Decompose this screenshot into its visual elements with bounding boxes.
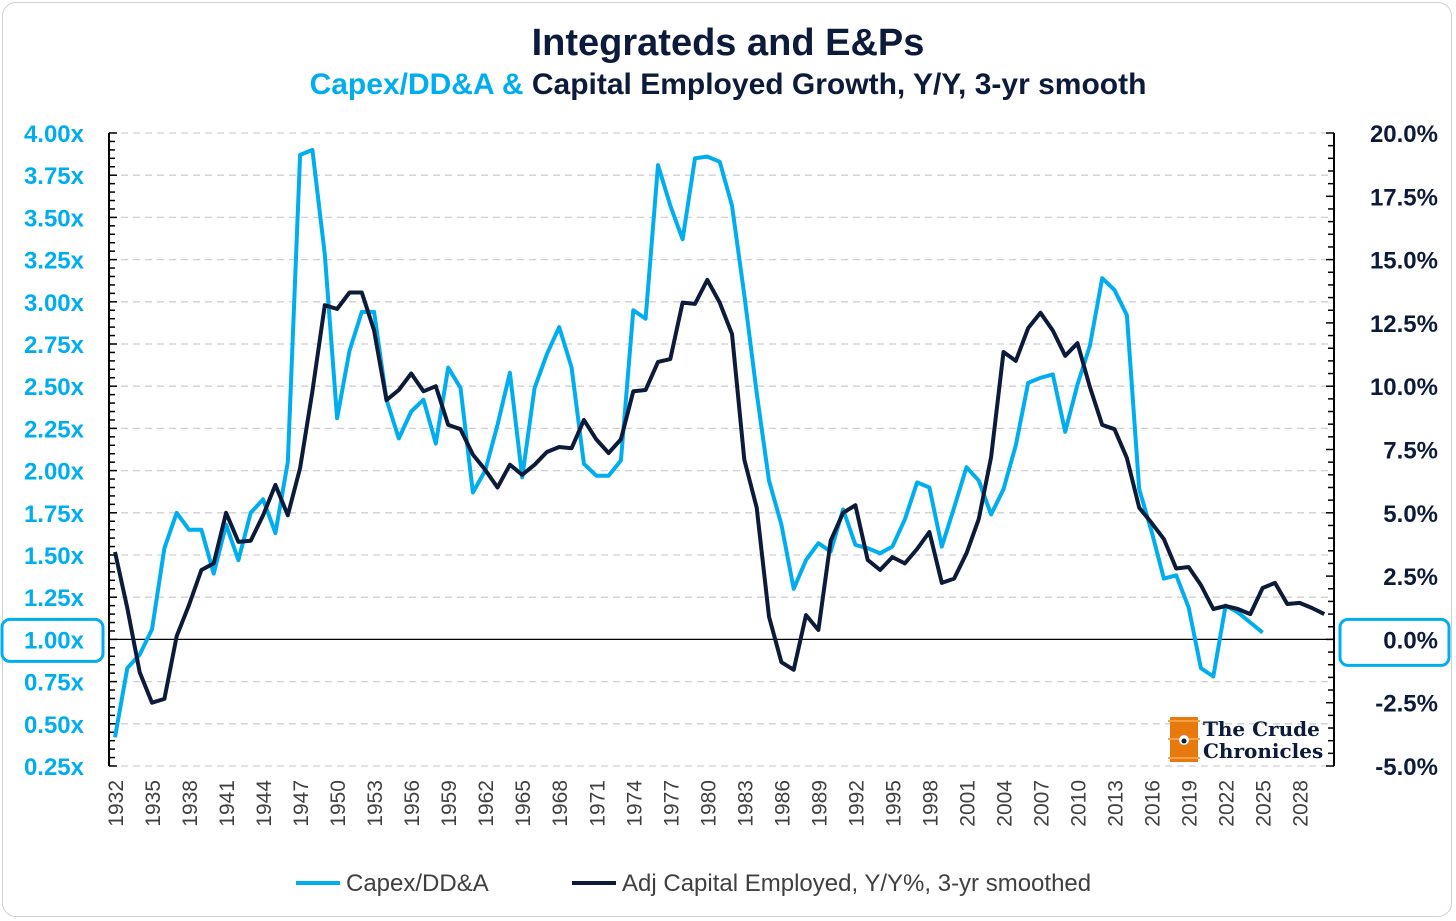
logo-line2: Chronicles xyxy=(1203,739,1323,763)
x-tick-label: 1950 xyxy=(327,780,350,827)
x-tick-label: 1935 xyxy=(142,780,165,827)
x-tick-label: 2001 xyxy=(956,780,979,827)
right-tick-label: 12.5% xyxy=(1370,311,1438,338)
x-tick-label: 2019 xyxy=(1179,780,1202,827)
subtitle-capex: Capex/DD&A & xyxy=(309,68,524,101)
right-tick-label: 20.0% xyxy=(1370,121,1438,148)
x-tick-label: 1989 xyxy=(808,780,831,827)
x-tick-label: 2007 xyxy=(1031,780,1054,827)
subtitle-capital: Capital Employed Growth, Y/Y, 3-yr smoot… xyxy=(531,68,1147,101)
logo-line1: The Crude xyxy=(1203,717,1320,741)
x-tick-label: 2028 xyxy=(1290,780,1313,827)
x-tick-label: 2010 xyxy=(1068,780,1091,827)
left-tick-label: 2.00x xyxy=(24,459,85,486)
x-tick-label: 1974 xyxy=(623,780,646,827)
left-tick-label: 3.75x xyxy=(24,163,85,190)
left-tick-label: 0.75x xyxy=(24,670,85,697)
right-tick-label: 7.5% xyxy=(1383,438,1438,465)
x-tick-label: 2022 xyxy=(1216,780,1239,827)
left-tick-label: 2.25x xyxy=(24,416,85,443)
x-tick-label: 1992 xyxy=(845,780,868,827)
left-tick-label: 3.50x xyxy=(24,205,85,232)
x-tick-label: 2016 xyxy=(1142,780,1165,827)
x-tick-label: 1977 xyxy=(660,780,683,827)
x-tick-label: 2025 xyxy=(1253,780,1276,827)
x-tick-label: 1947 xyxy=(290,780,313,827)
left-tick-label: 1.50x xyxy=(24,543,85,570)
x-tick-label: 2013 xyxy=(1105,780,1128,827)
x-tick-label: 1944 xyxy=(253,780,276,827)
x-tick-label: 1962 xyxy=(475,780,498,827)
right-highlight-box xyxy=(1338,617,1451,667)
left-tick-label: 2.50x xyxy=(24,374,85,401)
x-tick-label: 1983 xyxy=(734,780,757,827)
right-tick-label: 17.5% xyxy=(1370,184,1438,211)
left-tick-label: 1.00x xyxy=(24,627,85,654)
x-tick-label: 1953 xyxy=(364,780,387,827)
x-tick-label: 1986 xyxy=(771,780,794,827)
left-tick-label: 1.75x xyxy=(24,501,85,528)
left-tick-label: 3.25x xyxy=(24,248,85,275)
right-tick-label: 2.5% xyxy=(1383,564,1438,591)
x-tick-label: 1965 xyxy=(512,780,535,827)
series-line-capex-dd-a xyxy=(113,147,1264,738)
x-tick-label: 1959 xyxy=(438,780,461,827)
chart-title: Integrateds and E&Ps xyxy=(531,22,925,64)
left-tick-label: 4.00x xyxy=(24,121,85,148)
x-tick-label: 1980 xyxy=(697,780,720,827)
left-highlight-box xyxy=(0,617,105,663)
x-tick-label: 1932 xyxy=(105,780,128,827)
x-tick-label: 1971 xyxy=(586,780,609,827)
legend-label: Adj Capital Employed, Y/Y%, 3-yr smoothe… xyxy=(622,870,1091,897)
left-tick-label: 0.25x xyxy=(24,754,85,781)
x-tick-label: 1941 xyxy=(216,780,239,827)
barrel-icon-oil xyxy=(1181,738,1187,744)
left-tick-label: 3.00x xyxy=(24,290,85,317)
right-tick-label: -5.0% xyxy=(1375,754,1438,781)
right-tick-label: 5.0% xyxy=(1383,501,1438,528)
chart-subtitle: Capex/DD&A & Capital Employed Growth, Y/… xyxy=(0,68,1456,102)
left-tick-label: 2.75x xyxy=(24,332,85,359)
x-tick-label: 2004 xyxy=(993,780,1016,827)
legend-label: Capex/DD&A xyxy=(346,870,489,897)
left-tick-label: 0.50x xyxy=(24,712,85,739)
right-tick-label: -2.5% xyxy=(1375,691,1438,718)
right-tick-label: 0.0% xyxy=(1383,627,1438,654)
x-tick-label: 1956 xyxy=(401,780,424,827)
x-tick-label: 1938 xyxy=(179,780,202,827)
x-tick-label: 1995 xyxy=(882,780,905,827)
x-tick-label: 1968 xyxy=(549,780,572,827)
x-tick-label: 1998 xyxy=(919,780,942,827)
right-tick-label: 10.0% xyxy=(1370,374,1438,401)
right-tick-label: 15.0% xyxy=(1370,248,1438,275)
left-tick-label: 1.25x xyxy=(24,585,85,612)
